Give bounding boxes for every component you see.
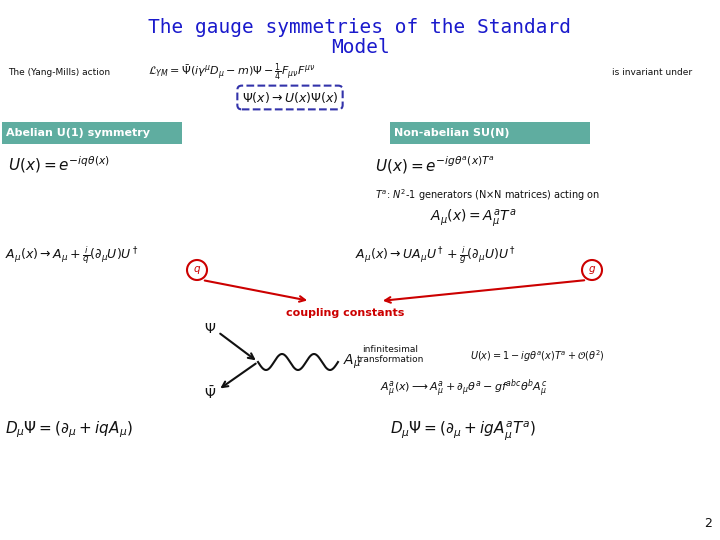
Text: $A_\mu$: $A_\mu$ — [343, 353, 361, 371]
Text: $U(x) = e^{-ig\theta^a(x)T^a}$: $U(x) = e^{-ig\theta^a(x)T^a}$ — [375, 154, 495, 176]
Text: infinitesimal
transformation: infinitesimal transformation — [356, 345, 423, 364]
Text: $\Psi$: $\Psi$ — [204, 322, 216, 336]
Text: 2: 2 — [704, 517, 712, 530]
Text: $D_\mu\Psi = (\partial_\mu + iqA_\mu)$: $D_\mu\Psi = (\partial_\mu + iqA_\mu)$ — [5, 420, 132, 440]
Text: $\mathcal{L}_{YM} = \bar{\Psi}(i\gamma^\mu D_\mu - m)\Psi - \frac{1}{4}F_{\mu\nu: $\mathcal{L}_{YM} = \bar{\Psi}(i\gamma^\… — [148, 62, 315, 84]
Bar — [390, 122, 590, 144]
Text: $A_\mu(x) = A^a_\mu T^a$: $A_\mu(x) = A^a_\mu T^a$ — [430, 207, 516, 229]
Text: Model: Model — [330, 38, 390, 57]
Text: $D_\mu\Psi = (\partial_\mu + igA^a_\mu T^a)$: $D_\mu\Psi = (\partial_\mu + igA^a_\mu T… — [390, 418, 536, 442]
Text: $A^a_\mu(x) \longrightarrow A^a_\mu + \partial_\mu\theta^a - gf^{abc}\theta^b A^: $A^a_\mu(x) \longrightarrow A^a_\mu + \p… — [380, 378, 547, 400]
Text: $A_\mu(x) \rightarrow A_\mu + \frac{i}{q}(\partial_\mu U)U^\dagger$: $A_\mu(x) \rightarrow A_\mu + \frac{i}{q… — [5, 244, 139, 266]
Text: $\bar{\Psi}$: $\bar{\Psi}$ — [204, 386, 216, 402]
Bar — [2, 122, 182, 144]
Text: $T^a$: $N^2$-1 generators (N×N matrices) acting on: $T^a$: $N^2$-1 generators (N×N matrices)… — [375, 187, 600, 203]
Text: $g$: $g$ — [588, 264, 596, 276]
Text: The gauge symmetries of the Standard: The gauge symmetries of the Standard — [148, 18, 572, 37]
Text: $U(x) = e^{-iq\theta(x)}$: $U(x) = e^{-iq\theta(x)}$ — [8, 154, 110, 176]
Text: The (Yang-Mills) action: The (Yang-Mills) action — [8, 68, 110, 77]
Text: Non-abelian SU(N): Non-abelian SU(N) — [394, 128, 510, 138]
Text: is invariant under: is invariant under — [612, 68, 692, 77]
Text: $A_\mu(x) \rightarrow UA_\mu U^\dagger + \frac{i}{g}(\partial_\mu U)U^\dagger$: $A_\mu(x) \rightarrow UA_\mu U^\dagger +… — [355, 244, 516, 266]
Text: Abelian U(1) symmetry: Abelian U(1) symmetry — [6, 128, 150, 138]
Text: $q$: $q$ — [193, 264, 201, 276]
Text: coupling constants: coupling constants — [286, 308, 404, 318]
Text: $\Psi(x) \rightarrow U(x)\Psi(x)$: $\Psi(x) \rightarrow U(x)\Psi(x)$ — [242, 90, 338, 105]
Text: $U(x) = 1 - ig\theta^a(x)T^a + \mathcal{O}(\theta^2)$: $U(x) = 1 - ig\theta^a(x)T^a + \mathcal{… — [470, 348, 605, 364]
